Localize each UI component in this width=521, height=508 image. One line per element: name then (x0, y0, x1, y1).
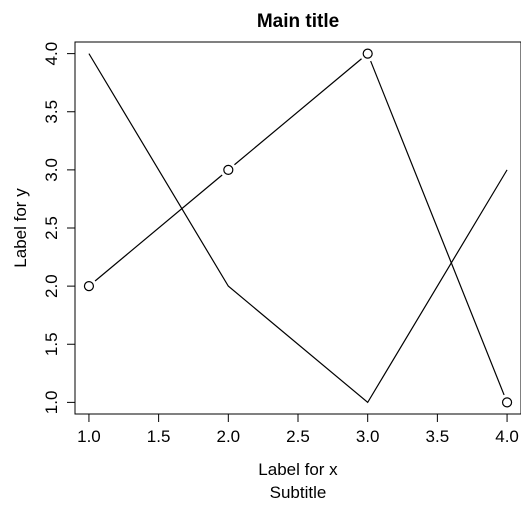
chart-subtitle: Subtitle (270, 483, 327, 502)
chart-title: Main title (257, 11, 339, 32)
y-tick-label: 1.5 (42, 332, 61, 356)
x-tick-label: 1.5 (147, 427, 171, 446)
y-tick-label: 4.0 (42, 42, 61, 66)
x-tick-label: 1.0 (77, 427, 101, 446)
x-tick-label: 3.0 (356, 427, 380, 446)
series-1-segment (94, 174, 223, 282)
y-tick-label: 2.0 (42, 274, 61, 298)
series-1-point (362, 48, 373, 59)
x-tick-label: 2.5 (286, 427, 310, 446)
series-1-segment (234, 58, 362, 166)
y-axis-label: Label for y (11, 188, 30, 268)
y-tick-label: 3.5 (42, 100, 61, 124)
x-axis: 1.0 1.5 2.0 2.5 3.0 3.5 4.0 (77, 413, 519, 446)
series-1-point (83, 281, 95, 292)
x-tick-label: 4.0 (495, 427, 519, 446)
x-tick-label: 2.0 (216, 427, 240, 446)
series-1-segment (370, 60, 505, 396)
y-tick-label: 3.0 (42, 158, 61, 182)
y-tick-label: 2.5 (42, 216, 61, 240)
plot-frame (74, 41, 521, 415)
series-1-point (223, 164, 234, 175)
series-2-line (88, 53, 508, 404)
y-tick-label: 1.0 (42, 391, 61, 415)
x-tick-label: 3.5 (426, 427, 450, 446)
series-1-point (501, 397, 513, 408)
x-axis-label: Label for x (258, 460, 338, 479)
series-layer (83, 48, 513, 408)
y-axis: 1.0 1.5 2.0 2.5 3.0 3.5 4.0 (42, 42, 76, 415)
